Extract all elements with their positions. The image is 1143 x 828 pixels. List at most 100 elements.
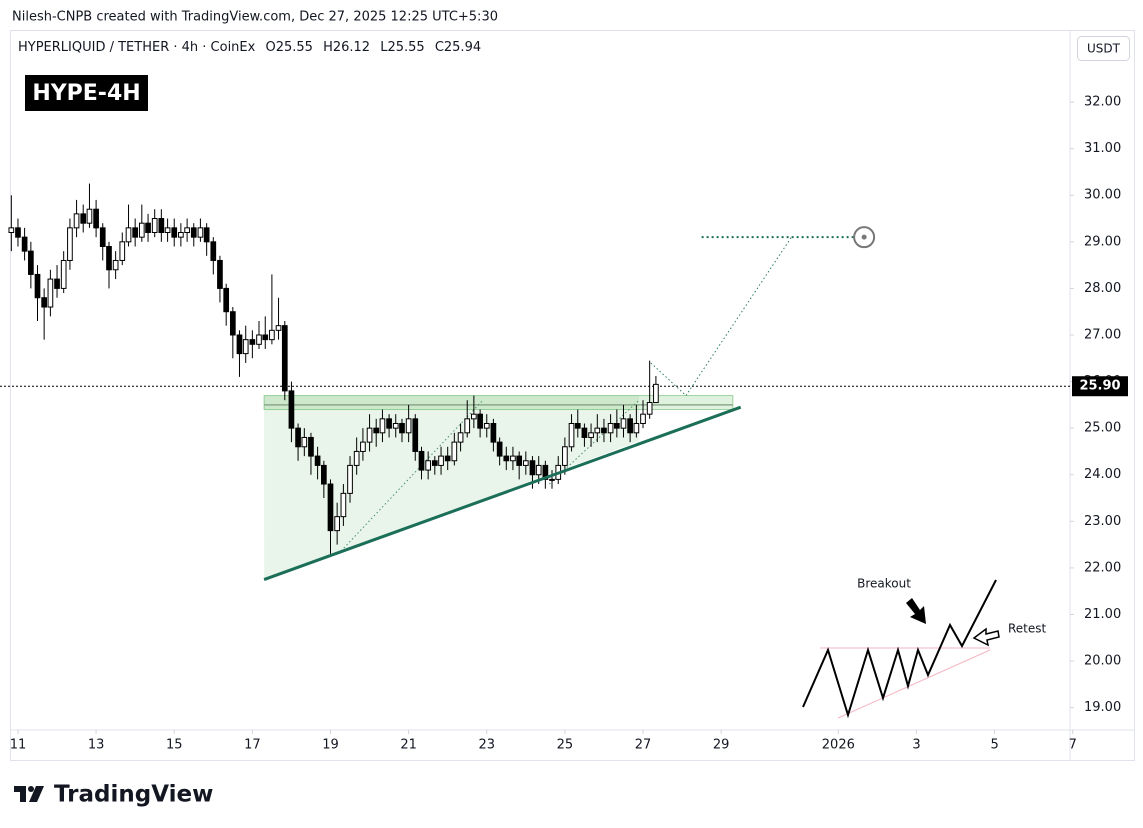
x-tick-label: 25 bbox=[557, 738, 574, 753]
y-tick-label: 19.00 bbox=[1084, 700, 1121, 715]
candle-body bbox=[151, 218, 158, 234]
candle-body bbox=[73, 213, 80, 229]
candle-body bbox=[178, 232, 184, 238]
x-tick-label: 15 bbox=[166, 738, 183, 753]
candle-body bbox=[256, 334, 262, 345]
y-tick-label: 24.00 bbox=[1084, 467, 1121, 482]
candle-body bbox=[412, 418, 419, 452]
logo-text: TradingView bbox=[54, 782, 213, 808]
inset-support bbox=[837, 649, 991, 719]
inset-retest: Retest bbox=[1008, 622, 1047, 636]
logo-mark-2 bbox=[28, 786, 34, 792]
x-tick-label: 21 bbox=[400, 738, 417, 753]
candle-body bbox=[262, 334, 269, 341]
candle-body bbox=[99, 227, 106, 247]
y-tick-label: 23.00 bbox=[1084, 514, 1121, 529]
candle-body bbox=[562, 446, 568, 466]
inset-breakout: Breakout bbox=[857, 577, 911, 591]
candle-body bbox=[386, 418, 392, 429]
inset-retest-arrow bbox=[972, 627, 1000, 647]
candle-body bbox=[379, 418, 386, 434]
candle-body bbox=[295, 427, 301, 448]
x-tick-label: 3 bbox=[912, 738, 920, 753]
candle-body bbox=[47, 278, 54, 308]
candle-body bbox=[145, 222, 151, 234]
candle-body bbox=[236, 334, 243, 355]
x-tick-label: 27 bbox=[635, 738, 652, 753]
inset: Breakout Retest bbox=[790, 565, 1052, 727]
candle-body bbox=[308, 436, 314, 457]
x-tick-label: 5 bbox=[990, 738, 998, 753]
candle-body bbox=[418, 450, 425, 471]
candle-body bbox=[405, 418, 412, 434]
candle-body bbox=[392, 422, 399, 429]
candle-body bbox=[464, 418, 471, 434]
x-tick-label: 2026 bbox=[822, 738, 855, 753]
currency-button[interactable] bbox=[1077, 36, 1130, 61]
candle-body bbox=[646, 402, 653, 415]
candle-body bbox=[269, 329, 275, 341]
logo-mark-3 bbox=[29, 786, 44, 802]
inset-box bbox=[790, 565, 1052, 727]
candle-body bbox=[347, 464, 353, 494]
candle-body bbox=[438, 455, 444, 466]
candle-body bbox=[80, 213, 87, 224]
ohlc-low: L25.55 bbox=[380, 40, 424, 55]
candle-body bbox=[457, 432, 464, 443]
candle-body bbox=[620, 418, 627, 429]
candle-body bbox=[444, 455, 451, 462]
candle-body bbox=[249, 339, 256, 345]
candle-body bbox=[164, 227, 171, 234]
candle-body bbox=[431, 460, 438, 466]
candle-body bbox=[373, 427, 380, 434]
candle-body bbox=[15, 227, 21, 238]
candle-body bbox=[112, 259, 119, 271]
candle-body bbox=[242, 339, 249, 355]
candle-body bbox=[451, 441, 458, 462]
candle-body bbox=[119, 241, 126, 261]
y-tick-label: 28.00 bbox=[1084, 281, 1121, 296]
candle-body bbox=[334, 516, 340, 532]
y-tick-label: 29.00 bbox=[1084, 234, 1121, 249]
candle-body bbox=[203, 227, 210, 243]
candle-body bbox=[301, 436, 308, 448]
candle-body bbox=[28, 250, 34, 275]
x-tick-label: 29 bbox=[713, 738, 730, 753]
candle-body bbox=[184, 227, 190, 234]
x-tick-label: 7 bbox=[1069, 738, 1077, 753]
x-tick-label: 13 bbox=[88, 738, 105, 753]
candle-body bbox=[522, 460, 529, 466]
y-tick-label: 30.00 bbox=[1084, 188, 1121, 203]
candle-body bbox=[21, 236, 28, 252]
y-tick-label: 25.00 bbox=[1084, 421, 1121, 436]
candle-body bbox=[640, 413, 646, 424]
candle-body bbox=[314, 455, 321, 466]
candle-body bbox=[217, 259, 223, 289]
candle-body bbox=[190, 227, 197, 238]
badge-box bbox=[25, 75, 148, 111]
candle-body bbox=[588, 432, 594, 438]
candle-body bbox=[86, 208, 93, 224]
ohlc-high: H26.12 bbox=[323, 40, 370, 55]
y-tick-label: 20.00 bbox=[1084, 654, 1121, 669]
credit: Nilesh-CNPB created with TradingView.com… bbox=[12, 10, 498, 25]
candle-body bbox=[54, 278, 60, 289]
price-label: 25.90 bbox=[1079, 379, 1120, 394]
candle-body bbox=[477, 413, 483, 429]
candle-body bbox=[34, 273, 41, 299]
currency[interactable]: USDT bbox=[1087, 42, 1121, 56]
candle-body bbox=[106, 245, 112, 271]
candle-body bbox=[41, 297, 47, 308]
y-tick-label: 32.00 bbox=[1084, 95, 1121, 110]
badge: HYPE-4H bbox=[32, 81, 140, 106]
plot-area: 19.0020.0021.0022.0023.0024.0025.0026.00… bbox=[0, 95, 1128, 753]
x-tick-label: 17 bbox=[244, 738, 261, 753]
candle-body bbox=[8, 227, 15, 234]
candle-body bbox=[425, 460, 432, 471]
candle-body bbox=[93, 208, 99, 229]
y-tick-label: 22.00 bbox=[1084, 560, 1121, 575]
candle-body bbox=[399, 422, 405, 434]
inset-zigzag bbox=[802, 579, 997, 719]
candle-body bbox=[503, 455, 510, 462]
y-tick-label: 21.00 bbox=[1084, 607, 1121, 622]
